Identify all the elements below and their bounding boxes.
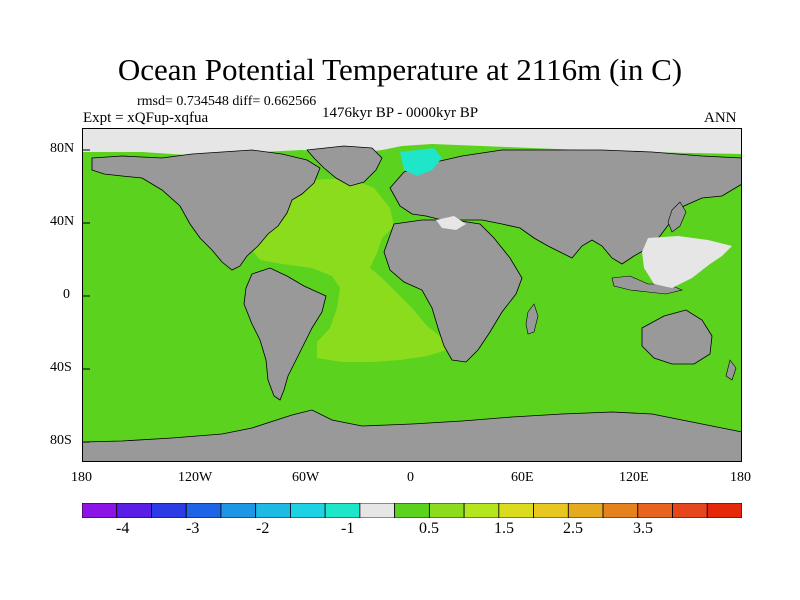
indonesia [611,275,683,295]
x-label-60e: 60E [511,470,534,485]
japan [667,201,687,233]
season-label: ANN [704,110,737,126]
colorbar-cell [602,503,639,518]
colorbar-label-1-5: 1.5 [494,520,514,537]
new-zealand [725,359,737,381]
west-pacific-missing-region [642,236,732,288]
map-border [82,128,742,462]
colorbar-label-minus1: -1 [341,520,355,537]
colorbar-cell [567,503,604,518]
colorbar-label-minus4: -4 [116,520,130,537]
colorbar-cell [394,503,430,518]
africa [383,219,523,363]
colorbar-cell [290,503,326,518]
colorbar-label-0-5: 0.5 [419,520,439,537]
experiment-label: Expt = xQFup-xqfua [83,110,209,126]
colorbar-cell [498,503,534,518]
eurasia [389,149,742,265]
colorbar-label-minus2: -2 [256,520,270,537]
y-label-40s: 40S [50,360,72,375]
x-label-0: 0 [407,470,414,485]
australia [641,309,713,365]
y-label-80s: 80S [50,433,72,448]
north-america [91,149,321,271]
colorbar-label-3-5: 3.5 [633,520,653,537]
x-label-180e: 180 [730,470,751,485]
colorbar-label-2-5: 2.5 [563,520,583,537]
y-label-40n: 40N [50,214,75,229]
nordic-cold-patch [400,148,442,176]
x-label-60w-visible: 60W [292,470,320,485]
x-label-180w: 180 [71,470,92,485]
colorbar-cell [220,503,257,518]
atlantic-warm-region [252,178,447,362]
mediterranean-missing-region [436,216,466,230]
x-label-120w: 120W [178,470,213,485]
map-frame [82,128,742,462]
colorbar-cell [637,503,673,518]
colorbar [82,503,742,518]
x-label-120e: 120E [619,470,649,485]
colorbar-cell [324,503,361,518]
colorbar-label-minus3: -3 [186,520,200,537]
colorbar-cell [185,503,222,518]
colorbar-cell [151,503,187,518]
madagascar [525,303,539,335]
colorbar-cell [359,503,396,518]
y-label-0: 0 [63,287,70,302]
y-tick-marks [82,149,90,443]
world-map [82,128,742,462]
south-america [243,267,327,401]
colorbar-cell [82,503,118,518]
colorbar-cell [463,503,500,518]
arctic-missing-region [82,128,742,156]
colorbar-cell [706,503,742,518]
y-label-80n: 80N [50,141,75,156]
colorbar-cell [116,503,152,518]
antarctica [82,409,742,462]
colorbar-cell [428,503,465,518]
colorbar-cell [533,503,569,518]
colorbar-cell [255,503,291,518]
map-title: Ocean Potential Temperature at 2116m (in… [117,52,683,87]
period-label: 1476kyr BP - 0000kyr BP [322,105,479,121]
colorbar-cell [672,503,708,518]
stats-label: rmsd= 0.734548 diff= 0.662566 [137,94,317,109]
greenland [306,145,383,187]
